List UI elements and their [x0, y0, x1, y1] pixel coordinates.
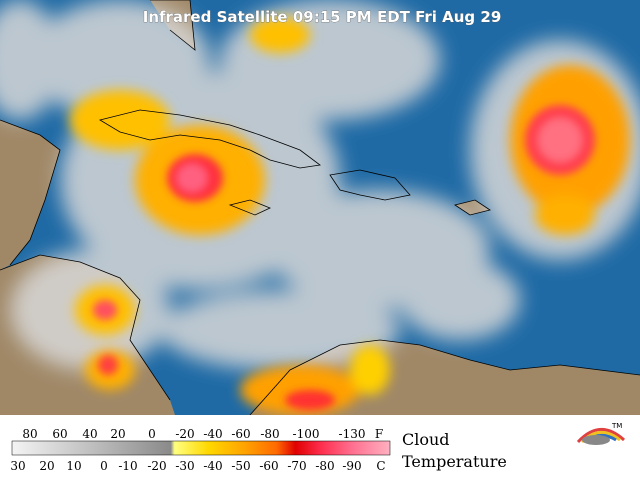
fahrenheit-label: -60 — [231, 427, 250, 441]
celsius-label: -10 — [118, 459, 137, 473]
celsius-label: -90 — [342, 459, 361, 473]
celsius-label: -80 — [315, 459, 334, 473]
celsius-label: -60 — [259, 459, 278, 473]
fahrenheit-label: -130 — [339, 427, 366, 441]
color-bar — [11, 440, 391, 456]
logo-mark: TM — [611, 422, 622, 430]
celsius-label: -30 — [175, 459, 194, 473]
fahrenheit-unit: F — [375, 427, 383, 441]
fahrenheit-label: -20 — [175, 427, 194, 441]
fahrenheit-label: -100 — [293, 427, 320, 441]
celsius-unit: C — [376, 459, 385, 473]
fahrenheit-label: -40 — [203, 427, 222, 441]
coastlines — [0, 0, 640, 416]
celsius-label: 10 — [66, 459, 81, 473]
legend-title: Cloud — [402, 430, 450, 449]
fahrenheit-label: 60 — [52, 427, 67, 441]
celsius-scale: 30 20 10 0 -10 -20 -30 -40 -50 -60 -70 -80 -90 — [10, 459, 361, 473]
fahrenheit-scale: 80 60 40 20 0 -20 -40 -60 -80 -100 -130 — [22, 427, 365, 441]
celsius-label: -40 — [203, 459, 222, 473]
fahrenheit-label: 80 — [22, 427, 37, 441]
fahrenheit-label: 0 — [148, 427, 156, 441]
celsius-label: 30 — [10, 459, 25, 473]
celsius-label: -50 — [231, 459, 250, 473]
fahrenheit-label: 20 — [110, 427, 125, 441]
legend-title: Temperature — [402, 452, 507, 471]
celsius-label: -20 — [147, 459, 166, 473]
celsius-label: 20 — [39, 459, 54, 473]
fahrenheit-label: -80 — [260, 427, 279, 441]
map-title: Infrared Satellite 09:15 PM EDT Fri Aug … — [143, 8, 502, 26]
celsius-label: 0 — [100, 459, 108, 473]
celsius-label: -70 — [287, 459, 306, 473]
logo: TM — [576, 422, 626, 445]
fahrenheit-label: 40 — [82, 427, 97, 441]
cloud-cores — [93, 105, 595, 410]
